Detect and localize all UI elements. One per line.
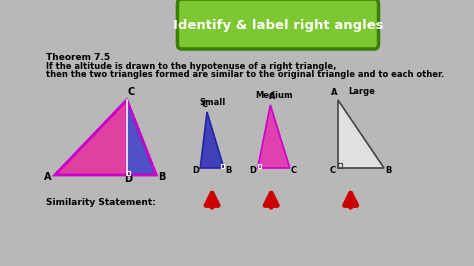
Text: Theorem 7.5: Theorem 7.5 [46,53,110,62]
Text: A: A [330,88,337,97]
Text: C: C [128,87,135,97]
Polygon shape [127,100,156,175]
Text: D: D [249,166,256,175]
FancyBboxPatch shape [177,0,379,49]
Text: Similarity Statement:: Similarity Statement: [46,198,156,207]
Text: B: B [385,166,392,175]
Text: A: A [45,172,52,182]
Text: B: B [225,166,231,175]
Polygon shape [200,112,224,168]
Text: D: D [192,166,200,175]
Polygon shape [258,105,290,168]
Text: A: A [269,92,275,101]
Bar [258,164,261,168]
Text: B: B [158,172,166,182]
Text: D: D [124,174,132,184]
Text: then the two triangles formed are similar to the original triangle and to each o: then the two triangles formed are simila… [46,70,445,79]
Text: C: C [291,166,297,175]
Text: Medium: Medium [255,91,292,100]
Polygon shape [338,100,384,168]
Text: Identify & label right angles: Identify & label right angles [173,19,383,31]
Bar [338,163,342,168]
Bar [220,164,224,168]
Text: Large: Large [348,87,375,96]
Text: Small: Small [199,98,225,107]
Bar [127,171,130,175]
Polygon shape [55,100,127,175]
Text: If the altitude is drawn to the hypotenuse of a right triangle,: If the altitude is drawn to the hypotenu… [46,62,337,71]
Text: C: C [201,100,208,109]
Text: C: C [330,166,336,175]
